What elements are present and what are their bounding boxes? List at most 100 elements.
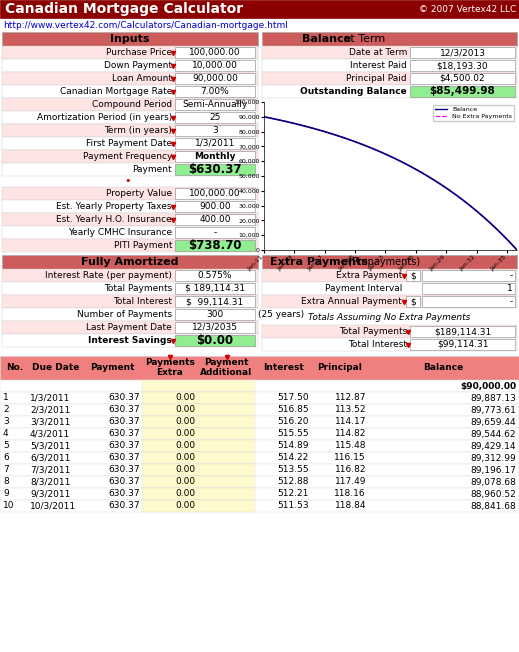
Bar [0,380,519,392]
Bar [175,322,255,333]
Text: 0.00: 0.00 [176,430,196,439]
Text: 88,841.68: 88,841.68 [470,501,516,511]
Bar [262,46,517,59]
Text: Last Payment Date: Last Payment Date [86,323,172,332]
Text: 0.575%: 0.575% [198,271,232,280]
Text: Extra Annual Payment: Extra Annual Payment [301,297,402,306]
Text: 114.17: 114.17 [335,417,366,426]
Text: Payment: Payment [204,358,249,367]
Text: Canadian Mortgage Calculator: Canadian Mortgage Calculator [5,2,243,16]
Text: 630.37: 630.37 [108,406,140,415]
Bar [142,428,255,440]
Bar [262,255,517,269]
Bar [2,46,258,59]
Text: Total Interest: Total Interest [348,340,407,349]
Bar [2,150,258,163]
Bar [142,416,255,428]
Bar [175,138,255,149]
Bar [2,111,258,124]
Bar [2,200,258,213]
Text: 900.00: 900.00 [199,202,231,211]
Bar [175,296,255,307]
Bar [175,99,255,110]
Text: Extra: Extra [157,368,183,377]
Text: 4/3/2011: 4/3/2011 [30,430,70,439]
Text: 514.89: 514.89 [278,441,309,451]
Text: $: $ [410,271,416,280]
Bar [175,125,255,136]
Text: 9: 9 [3,490,9,499]
Bar [142,392,255,404]
Text: 630.37: 630.37 [108,394,140,402]
Text: 89,887.13: 89,887.13 [470,394,516,402]
Bar [175,240,255,251]
Bar [406,270,420,281]
Text: 2/3/2011: 2/3/2011 [30,406,70,415]
Bar [2,334,258,347]
Bar [2,226,258,239]
Bar [175,214,255,225]
Bar [262,32,517,46]
Text: 89,429.14: 89,429.14 [471,441,516,451]
Text: 10,000.00: 10,000.00 [192,61,238,70]
Bar [142,500,255,512]
Text: 9/3/2011: 9/3/2011 [30,490,71,499]
Bar [410,339,515,350]
Text: Balance: Balance [302,34,351,44]
Text: 1/3/2011: 1/3/2011 [30,394,71,402]
Text: •: • [125,176,131,186]
Text: Interest Paid: Interest Paid [350,61,407,70]
Text: Payment Frequency: Payment Frequency [83,152,172,161]
Text: 512.21: 512.21 [278,490,309,499]
Text: 89,312.99: 89,312.99 [470,454,516,462]
Text: (25 years): (25 years) [258,310,304,319]
Text: 513.55: 513.55 [277,466,309,475]
Bar [175,86,255,97]
Bar [142,488,255,500]
Text: Total Payments: Total Payments [339,327,407,336]
Text: Fully Amortized: Fully Amortized [81,257,179,267]
Text: Compound Period: Compound Period [92,100,172,109]
Bar [410,326,515,337]
Text: (Prepayments): (Prepayments) [345,257,420,267]
Bar [2,269,258,282]
Bar [0,464,519,476]
Bar [2,187,258,200]
Text: Amortization Period (in years): Amortization Period (in years) [37,113,172,122]
Text: 5/3/2011: 5/3/2011 [30,441,71,451]
Text: Down Payment: Down Payment [104,61,172,70]
Text: Outstanding Balance: Outstanding Balance [301,87,407,96]
Text: 630.37: 630.37 [108,501,140,511]
Text: $90,000.00: $90,000.00 [460,381,516,391]
Bar [175,227,255,238]
Text: Property Value: Property Value [106,189,172,198]
Bar [2,32,258,46]
Bar [175,335,255,346]
Text: 89,773.61: 89,773.61 [470,406,516,415]
Text: 0.00: 0.00 [176,394,196,402]
Text: 630.37: 630.37 [108,477,140,486]
Text: Inputs: Inputs [110,34,150,44]
Text: $0.00: $0.00 [196,334,234,347]
Text: Total Interest: Total Interest [113,297,172,306]
Text: $4,500.02: $4,500.02 [440,74,485,83]
Bar [0,440,519,452]
Text: Date at Term: Date at Term [349,48,407,57]
Bar [0,488,519,500]
Text: 630.37: 630.37 [108,430,140,439]
Bar [142,464,255,476]
Text: Additional: Additional [200,368,253,377]
Text: Payment: Payment [90,364,135,372]
Bar [175,309,255,320]
Text: 1: 1 [507,284,513,293]
Text: 12/3/2035: 12/3/2035 [192,323,238,332]
Text: $ 189,114.31: $ 189,114.31 [185,284,245,293]
Text: Principal Paid: Principal Paid [346,74,407,83]
Text: 2: 2 [3,406,9,415]
Bar [406,296,420,307]
Text: First Payment Date: First Payment Date [86,139,172,148]
Bar [262,72,517,85]
Text: 1: 1 [3,394,9,402]
Text: 512.88: 512.88 [278,477,309,486]
Bar [0,452,519,464]
